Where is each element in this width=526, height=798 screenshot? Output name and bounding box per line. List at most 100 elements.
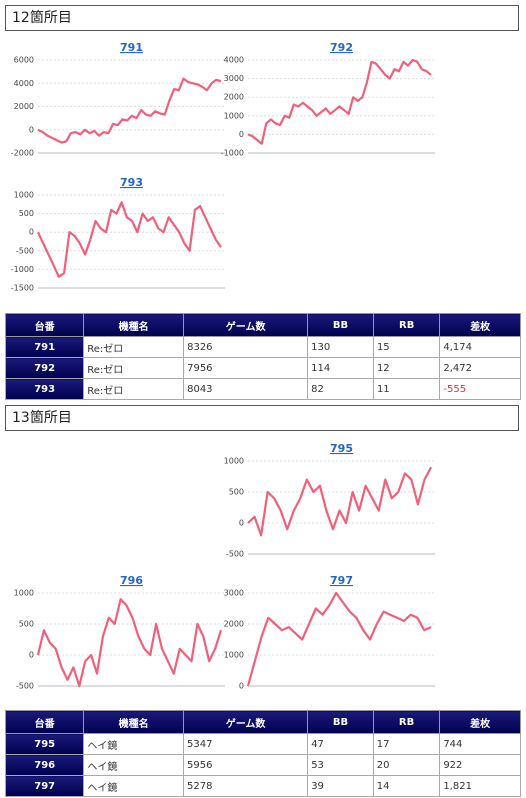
cell: 8326 bbox=[183, 336, 309, 358]
y-tick-label: 1000 bbox=[224, 111, 244, 120]
cell: 14 bbox=[372, 775, 441, 797]
chart-title[interactable]: 793 bbox=[120, 176, 143, 189]
cell: Re:ゼロ bbox=[83, 357, 185, 379]
cell: 12 bbox=[372, 357, 441, 379]
header-row: 台番 機種名 ゲーム数 BB RB 差枚 bbox=[4, 313, 521, 337]
header-cell: ゲーム数 bbox=[183, 313, 309, 337]
id-cell: 793 bbox=[4, 378, 85, 400]
cell: 82 bbox=[307, 378, 374, 400]
cell: 53 bbox=[307, 754, 374, 776]
y-tick-label: 0 bbox=[29, 651, 34, 660]
data-table: 台番 機種名 ゲーム数 BB RB 差枚 795 ヘイ鏡 5347 47 17 744 796 ヘイ鏡 59… bbox=[4, 710, 521, 797]
line-series bbox=[247, 58, 432, 145]
cell: 8043 bbox=[183, 378, 309, 400]
line-series bbox=[37, 201, 222, 278]
header-cell: 機種名 bbox=[83, 710, 184, 734]
line-series bbox=[246, 591, 432, 687]
header-row: 台番 機種名 ゲーム数 BB RB 差枚 bbox=[4, 710, 521, 734]
section-title: 12箇所目 bbox=[5, 5, 519, 31]
y-tick-label: 4000 bbox=[224, 56, 244, 65]
cell: 5347 bbox=[182, 733, 309, 755]
y-tick-label: -500 bbox=[16, 682, 34, 691]
y-tick-label: 3000 bbox=[224, 589, 244, 598]
table-row: 795 ヘイ鏡 5347 47 17 744 bbox=[4, 733, 521, 755]
cell: 4,174 bbox=[439, 336, 521, 358]
cell: 15 bbox=[372, 336, 441, 358]
cell: ヘイ鏡 bbox=[83, 733, 184, 755]
id-cell: 791 bbox=[4, 336, 85, 358]
y-tick-label: 2000 bbox=[14, 102, 34, 111]
cell: -555 bbox=[439, 378, 521, 400]
chart-title[interactable]: 792 bbox=[330, 41, 353, 54]
line-series bbox=[247, 466, 432, 537]
header-cell: BB bbox=[307, 710, 374, 734]
y-tick-label: 2000 bbox=[224, 620, 244, 629]
header-cell: RB bbox=[372, 313, 441, 337]
y-tick-label: -1500 bbox=[11, 284, 34, 293]
y-tick-label: 0 bbox=[29, 125, 34, 134]
chart-title[interactable]: 797 bbox=[330, 574, 353, 587]
cell: 7956 bbox=[183, 357, 309, 379]
cell: 5278 bbox=[182, 775, 309, 797]
cell: 47 bbox=[307, 733, 374, 755]
table-row: 797 ヘイ鏡 5278 39 14 1,821 bbox=[4, 775, 521, 797]
table-row: 796 ヘイ鏡 5956 53 20 922 bbox=[4, 754, 521, 776]
header-cell: 台番 bbox=[4, 313, 85, 337]
y-tick-label: -500 bbox=[226, 550, 244, 559]
table-row: 793 Re:ゼロ 8043 82 11 -555 bbox=[4, 378, 521, 400]
cell: 20 bbox=[372, 754, 441, 776]
id-cell: 795 bbox=[4, 733, 85, 755]
id-cell: 792 bbox=[4, 357, 85, 379]
y-tick-label: 4000 bbox=[14, 79, 34, 88]
cell: 2,472 bbox=[439, 357, 521, 379]
header-cell: 機種名 bbox=[83, 313, 185, 337]
cell: 130 bbox=[307, 336, 374, 358]
header-cell: 差枚 bbox=[439, 710, 521, 734]
y-tick-label: 6000 bbox=[14, 56, 34, 65]
line-series bbox=[36, 598, 223, 688]
cell: 11 bbox=[372, 378, 441, 400]
y-tick-label: 1000 bbox=[14, 191, 34, 200]
section-title: 13箇所目 bbox=[5, 405, 519, 431]
header-cell: BB bbox=[307, 313, 374, 337]
y-tick-label: 3000 bbox=[224, 74, 244, 83]
cell: 39 bbox=[307, 775, 374, 797]
chart-title[interactable]: 791 bbox=[120, 41, 143, 54]
id-cell: 796 bbox=[4, 754, 85, 776]
table-row: 791 Re:ゼロ 8326 130 15 4,174 bbox=[4, 336, 521, 358]
header-cell: 差枚 bbox=[439, 313, 521, 337]
y-tick-label: -1000 bbox=[221, 149, 244, 158]
cell: 17 bbox=[372, 733, 441, 755]
y-tick-label: 0 bbox=[239, 130, 244, 139]
y-tick-label: 1000 bbox=[14, 589, 34, 598]
cell: 5956 bbox=[182, 754, 309, 776]
y-tick-label: 1000 bbox=[224, 457, 244, 466]
y-tick-label: 0 bbox=[239, 519, 244, 528]
data-table: 台番 機種名 ゲーム数 BB RB 差枚 791 Re:ゼロ 8326 130 15 4,174 792… bbox=[4, 313, 521, 400]
line-series bbox=[37, 77, 222, 144]
header-cell: ゲーム数 bbox=[182, 710, 309, 734]
cell: ヘイ鏡 bbox=[83, 754, 184, 776]
y-tick-label: -2000 bbox=[11, 149, 34, 158]
y-tick-label: -1000 bbox=[11, 265, 34, 274]
header-cell: 台番 bbox=[4, 710, 85, 734]
y-tick-label: 0 bbox=[239, 682, 244, 691]
cell: Re:ゼロ bbox=[83, 336, 185, 358]
cell: 744 bbox=[439, 733, 521, 755]
cell: 114 bbox=[307, 357, 374, 379]
y-tick-label: 0 bbox=[29, 228, 34, 237]
y-tick-label: -500 bbox=[16, 246, 34, 255]
y-tick-label: 500 bbox=[19, 620, 34, 629]
id-cell: 797 bbox=[4, 775, 85, 797]
y-tick-label: 500 bbox=[19, 209, 34, 218]
y-tick-label: 500 bbox=[229, 488, 244, 497]
chart-title[interactable]: 796 bbox=[120, 574, 143, 587]
table-row: 792 Re:ゼロ 7956 114 12 2,472 bbox=[4, 357, 521, 379]
cell: Re:ゼロ bbox=[83, 378, 185, 400]
header-cell: RB bbox=[372, 710, 441, 734]
chart-title[interactable]: 795 bbox=[330, 442, 353, 455]
cell: ヘイ鏡 bbox=[83, 775, 184, 797]
y-tick-label: 1000 bbox=[224, 651, 244, 660]
